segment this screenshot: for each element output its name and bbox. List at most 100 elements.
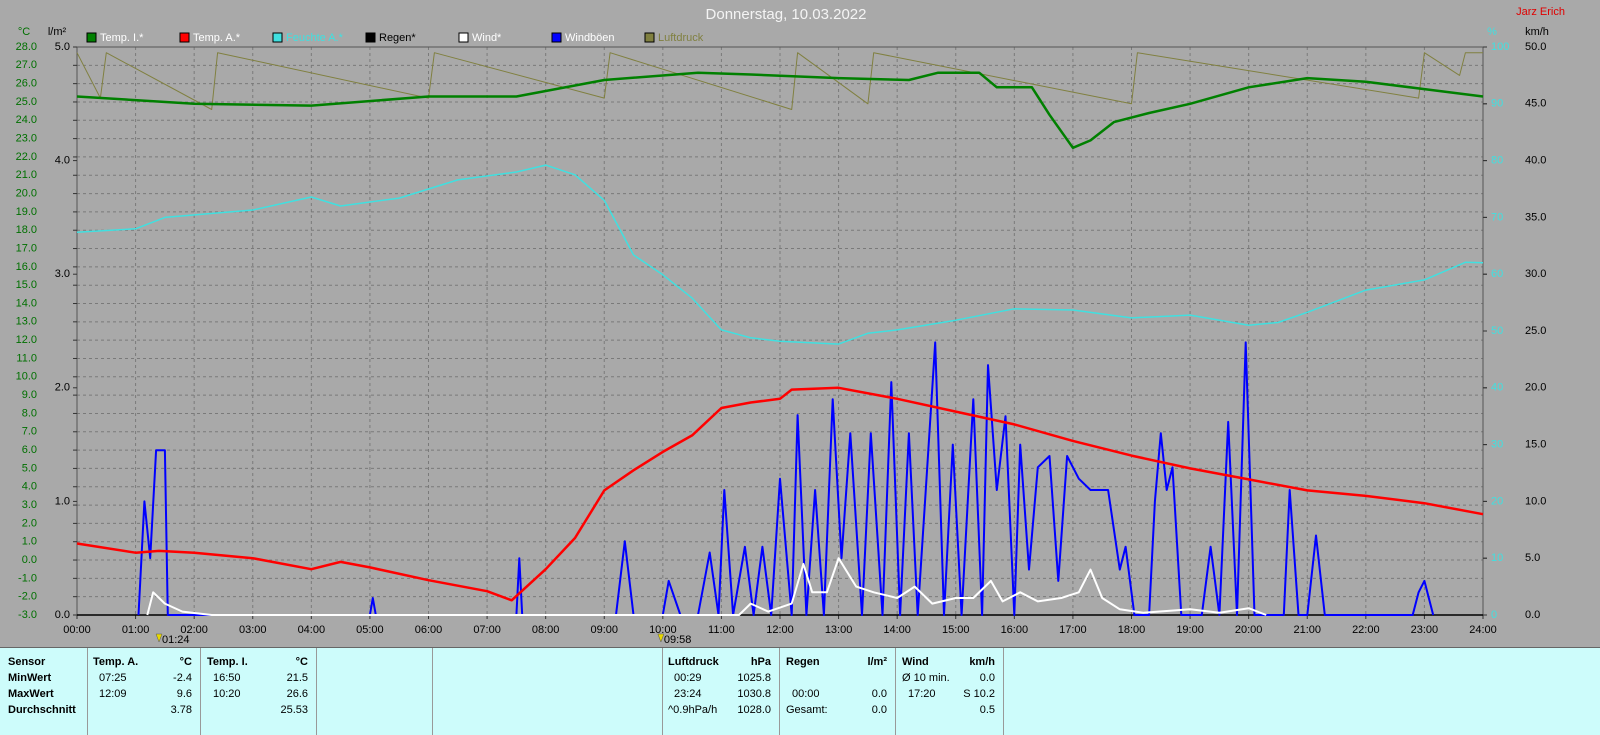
column-header: Luftdruck xyxy=(668,656,719,668)
y-tick-label: 8.0 xyxy=(22,407,37,419)
y-tick-label: 50 xyxy=(1491,325,1503,337)
column-header: Temp. I. xyxy=(207,656,248,668)
y-tick-label: 22.0 xyxy=(16,151,37,163)
y-tick-label: 3.0 xyxy=(22,499,37,511)
stat-value: 21.5 xyxy=(286,672,308,684)
row-label: MaxWert xyxy=(8,688,54,700)
y-tick-label: 3.0 xyxy=(55,268,70,280)
y-tick-label: 17.0 xyxy=(16,242,37,254)
stats-column: Luftdruck hPa 00:29 1025.8 23:24 1030.8 ^0.9hP… xyxy=(662,648,780,735)
y-tick-label: 20.0 xyxy=(1525,382,1546,394)
column-unit: °C xyxy=(179,656,192,668)
x-tick-label: 13:00 xyxy=(825,624,853,636)
y-tick-label: 60 xyxy=(1491,268,1503,280)
x-tick-label: 20:00 xyxy=(1235,624,1263,636)
y-tick-label: 14.0 xyxy=(16,297,37,309)
x-tick-label: 06:00 xyxy=(415,624,443,636)
y-tick-label: 2.0 xyxy=(22,517,37,529)
grid xyxy=(76,46,1484,616)
x-tick-label: 12:00 xyxy=(766,624,794,636)
axis-unit: °C xyxy=(18,26,30,38)
stats-column: Temp. A. °C 07:25 -2.4 12:09 9.6 3.78 xyxy=(87,648,201,735)
y-tick-label: 20.0 xyxy=(16,187,37,199)
y-tick-label: -2.0 xyxy=(18,591,37,603)
stat-value: 0.0 xyxy=(871,688,887,700)
y-tick-label: 0.0 xyxy=(1525,609,1540,621)
y-tick-label: -3.0 xyxy=(18,609,37,621)
empty-panel xyxy=(432,648,663,735)
x-tick-label: 18:00 xyxy=(1118,624,1146,636)
y-tick-label: 21.0 xyxy=(16,169,37,181)
y-tick-label: 5.0 xyxy=(1525,552,1540,564)
x-tick-label: 11:00 xyxy=(708,624,735,636)
x-tick-label: 01:00 xyxy=(122,624,150,636)
y-tick-label: 45.0 xyxy=(1525,98,1546,110)
x-tick-label: 02:00 xyxy=(180,624,208,636)
y-tick-label: 19.0 xyxy=(16,206,37,218)
annotation-label: 01:24 xyxy=(162,634,190,646)
x-tick-label: 24:00 xyxy=(1469,624,1497,636)
legend-swatch xyxy=(179,32,190,43)
x-tick-label: 16:00 xyxy=(1001,624,1029,636)
legend-swatch xyxy=(644,32,655,43)
series-line xyxy=(76,386,1484,602)
x-tick-label: 19:00 xyxy=(1176,624,1204,636)
legend-swatch xyxy=(551,32,562,43)
y-tick-label: 25.0 xyxy=(1525,325,1546,337)
y-tick-label: 11.0 xyxy=(16,352,37,364)
y-tick-label: 5.0 xyxy=(55,41,70,53)
y-tick-label: 2.0 xyxy=(55,382,70,394)
y-tick-label: 10.0 xyxy=(1525,495,1546,507)
axis-unit: % xyxy=(1487,26,1497,38)
stat-value: 3.78 xyxy=(170,704,192,716)
stat-time: 12:09 xyxy=(99,688,127,700)
annotation-marker xyxy=(657,633,665,643)
stats-column: Wind km/h Ø 10 min. 0.0 17:20 S 10.2 0.5 xyxy=(896,648,1004,735)
y-tick-label: 4.0 xyxy=(55,155,70,167)
legend-swatch xyxy=(365,32,376,43)
annotation-label: 09:58 xyxy=(664,634,692,646)
empty-panel xyxy=(317,648,433,735)
column-unit: km/h xyxy=(969,656,995,668)
x-tick-label: 10:00 xyxy=(649,624,677,636)
annotation-marker xyxy=(155,633,163,643)
stat-time: 07:25 xyxy=(99,672,127,684)
row-label: Durchschnitt xyxy=(8,704,76,716)
row-label: Sensor xyxy=(8,656,46,668)
x-tick-label: 14:00 xyxy=(883,624,911,636)
x-tick-label: 05:00 xyxy=(356,624,384,636)
y-tick-label: 10.0 xyxy=(16,371,37,383)
legend-label: Feuchte A.* xyxy=(286,32,344,44)
row-label: MinWert xyxy=(8,672,52,684)
y-tick-label: 30.0 xyxy=(1525,268,1546,280)
stat-time: 16:50 xyxy=(213,672,241,684)
legend-swatch xyxy=(272,32,283,43)
y-tick-label: 35.0 xyxy=(1525,211,1546,223)
y-tick-label: 13.0 xyxy=(16,316,37,328)
y-tick-label: 0.0 xyxy=(22,554,37,566)
x-tick-label: 17:00 xyxy=(1059,624,1087,636)
x-tick-label: 03:00 xyxy=(239,624,267,636)
y-tick-label: 90 xyxy=(1491,98,1503,110)
y-tick-label: 0.0 xyxy=(55,609,70,621)
x-tick-label: 23:00 xyxy=(1411,624,1439,636)
y-tick-label: 30 xyxy=(1491,439,1503,451)
legend-label: Temp. A.* xyxy=(193,32,241,44)
stat-time: 00:00 xyxy=(792,688,820,700)
x-tick-label: 22:00 xyxy=(1352,624,1380,636)
stat-time: 00:29 xyxy=(674,672,702,684)
y-tick-label: 12.0 xyxy=(16,334,37,346)
y-tick-label: 50.0 xyxy=(1525,41,1546,53)
stat-time: 23:24 xyxy=(674,688,702,700)
x-tick-label: 15:00 xyxy=(942,624,970,636)
column-header: Wind xyxy=(902,656,929,668)
stat-time: Ø 10 min. xyxy=(902,672,950,684)
chart: Donnerstag, 10.03.2022 Jarz Erich °C -3.0… xyxy=(15,5,1565,646)
legend-label: Wind* xyxy=(472,32,502,44)
y-tick-label: 70 xyxy=(1491,211,1503,223)
y-tick-label: 1.0 xyxy=(55,495,70,507)
legend-label: Regen* xyxy=(379,32,416,44)
stat-value: 0.5 xyxy=(979,704,995,716)
y-tick-label: 27.0 xyxy=(16,59,37,71)
